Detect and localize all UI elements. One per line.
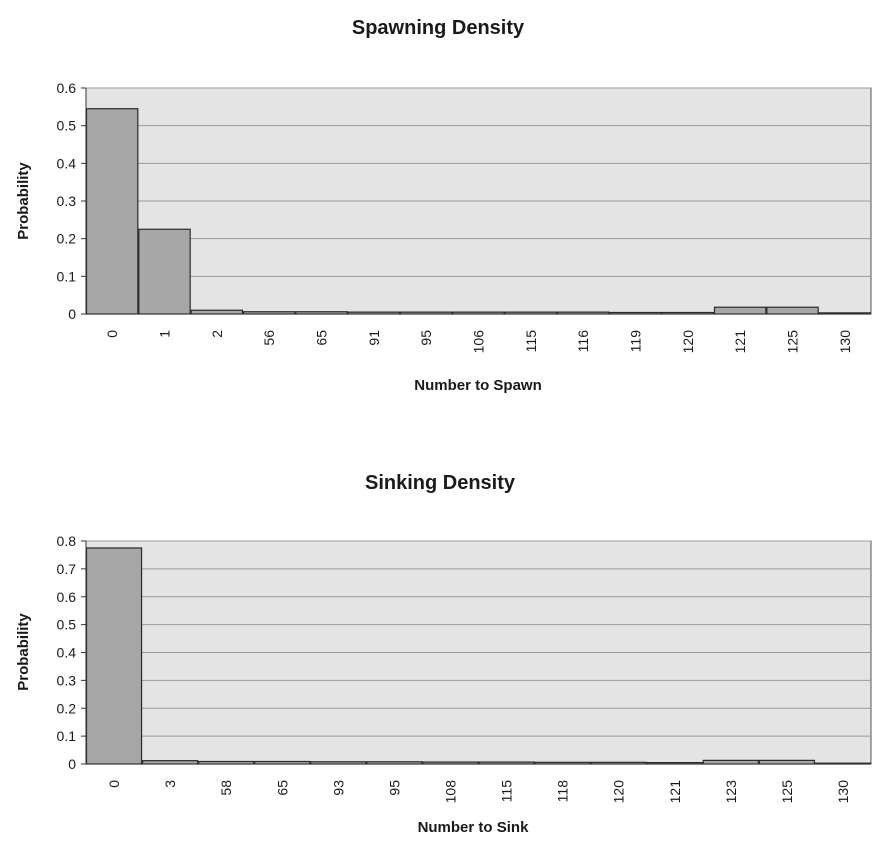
x-tick-label: 115 — [499, 780, 515, 803]
x-tick-label: 116 — [575, 330, 591, 353]
x-tick-label: 93 — [330, 780, 346, 796]
y-tick-labels: 0 0.1 0.2 0.3 0.4 0.5 0.6 — [57, 80, 86, 322]
x-tick-label: 118 — [555, 780, 571, 803]
bar-0 — [85, 108, 139, 315]
chart-title: Spawning Density — [352, 17, 525, 39]
y-tick-label: 0.2 — [57, 700, 77, 716]
x-tick-label: 115 — [523, 330, 539, 353]
bar-0 — [85, 547, 143, 765]
y-tick-label: 0.6 — [57, 80, 77, 96]
y-tick-label: 0 — [68, 306, 76, 322]
y-tick-label: 0.1 — [57, 728, 77, 744]
bar-2 — [190, 309, 244, 315]
x-tick-label: 108 — [442, 780, 458, 804]
bar-125 — [758, 759, 816, 765]
x-tick-label: 95 — [418, 330, 434, 346]
bar-121 — [713, 306, 767, 315]
y-tick-label: 0.2 — [57, 231, 77, 247]
x-tick-label: 123 — [723, 780, 739, 804]
x-tick-label: 3 — [162, 780, 178, 788]
x-tick-label: 120 — [680, 330, 696, 354]
y-tick-label: 0.5 — [57, 118, 77, 134]
x-tick-label: 125 — [779, 780, 795, 804]
y-tick-label: 0.7 — [57, 561, 77, 577]
grid-lines — [86, 87, 871, 277]
chart-title: Sinking Density — [365, 472, 516, 494]
x-tick-label: 121 — [667, 780, 683, 804]
y-tick-label: 0.5 — [57, 617, 77, 633]
sinking-density-chart: Sinking Density 0 0.1 0.2 0.3 0.4 0.5 0.6 0.7 0.… — [15, 472, 872, 836]
y-tick-label: 0.8 — [57, 533, 77, 549]
y-tick-label: 0.6 — [57, 589, 77, 605]
x-tick-label: 0 — [106, 780, 122, 788]
x-tick-label: 120 — [611, 780, 627, 804]
y-tick-label: 0.3 — [57, 672, 77, 688]
x-tick-label: 121 — [732, 330, 748, 354]
y-tick-labels: 0 0.1 0.2 0.3 0.4 0.5 0.6 0.7 0.8 — [57, 533, 86, 772]
x-axis-label: Number to Spawn — [414, 377, 542, 394]
x-tick-label: 0 — [104, 330, 120, 338]
bars — [85, 108, 872, 315]
grid-lines — [86, 540, 871, 737]
x-tick-label: 65 — [274, 780, 290, 796]
x-tick-label: 125 — [785, 330, 801, 354]
bar-123 — [702, 759, 759, 765]
bar-1 — [138, 228, 191, 315]
x-tick-label: 130 — [837, 330, 853, 354]
y-axis-label: Probability — [15, 613, 32, 691]
x-tick-label: 65 — [314, 330, 330, 346]
x-tick-label: 130 — [835, 780, 851, 804]
x-tick-label: 56 — [261, 330, 277, 346]
y-tick-label: 0.4 — [57, 645, 77, 661]
x-tick-label: 106 — [471, 330, 487, 354]
x-tick-label: 91 — [366, 330, 382, 346]
y-tick-label: 0 — [68, 756, 76, 772]
x-tick-label: 119 — [628, 330, 644, 353]
y-tick-label: 0.4 — [57, 155, 77, 171]
x-tick-label: 58 — [218, 780, 234, 796]
x-tick-label: 95 — [386, 780, 402, 796]
y-axis-label: Probability — [15, 162, 32, 240]
x-tick-label: 1 — [157, 330, 173, 338]
bar-125 — [766, 306, 819, 315]
x-tick-labels: 0 1 2 56 65 91 95 106 115 116 119 120 121 125 130 — [104, 330, 853, 354]
x-tick-label: 2 — [209, 330, 225, 338]
y-tick-label: 0.1 — [57, 268, 77, 284]
bar-3 — [141, 760, 199, 765]
x-axis-label: Number to Sink — [418, 819, 530, 836]
x-tick-labels: 0 3 58 65 93 95 108 115 118 120 121 123 125 130 — [106, 780, 851, 804]
y-tick-label: 0.3 — [57, 193, 77, 209]
